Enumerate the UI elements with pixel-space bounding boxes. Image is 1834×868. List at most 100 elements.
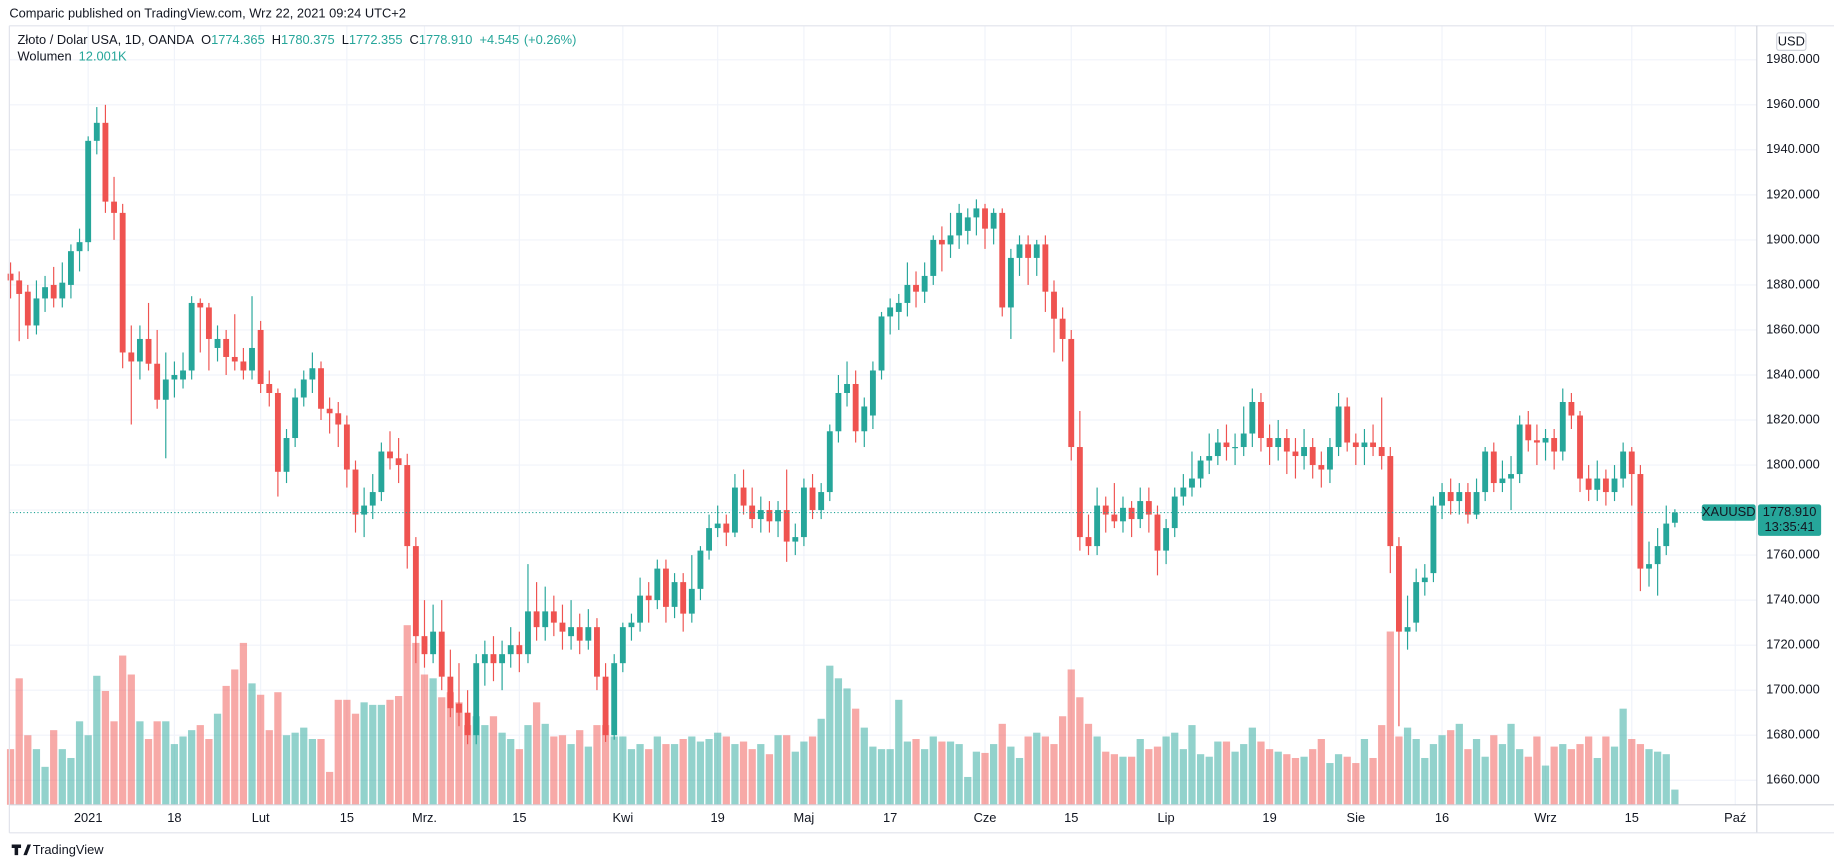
candle-body [930,239,937,276]
volume-bar [860,727,868,805]
candle-body [1145,501,1152,515]
candle-body [775,510,781,522]
candle-body [154,363,161,400]
volume-bar [300,727,308,805]
candle-body [1585,478,1592,490]
candle-body [697,550,704,589]
currency-box[interactable] [1776,32,1807,51]
candle-body [1163,528,1170,551]
volume-bar [653,736,661,805]
candle-body [1559,402,1566,452]
candle-body [352,469,359,515]
candle-body [136,338,143,362]
legend-prefix: O [201,32,211,47]
volume-bar [58,749,66,805]
candle-body [249,347,255,371]
volume-bar [6,749,15,805]
volume-bar [1007,746,1015,805]
volume-bar [274,692,282,805]
candle-body [671,582,678,607]
volume-bar [377,704,385,805]
volume-bar [955,744,963,805]
volume-bar [1248,727,1256,805]
volume-bar [360,702,368,805]
candle-body [111,201,117,213]
volume-bar [1628,739,1636,805]
x-tick-label: 15 [340,810,354,825]
volume-bar [1188,725,1196,805]
candle-body [1111,514,1118,522]
candle-body [1464,492,1471,515]
volume-bar [998,723,1006,805]
x-tick-label: Mrz. [412,810,437,825]
candle-body [1499,478,1506,484]
volume-bar [489,716,498,805]
volume-bar [1645,749,1653,805]
candle-body [1318,465,1325,470]
candle-body [33,298,40,326]
volume-bar [1533,736,1541,805]
candle-body [964,217,971,231]
candle-body [326,408,333,414]
symbol-tag [1701,504,1756,521]
candle-body [490,654,497,664]
candle-body [7,273,14,281]
candle-body [1387,456,1394,547]
currency[interactable]: USD [1778,34,1805,49]
candle-body [128,352,135,362]
x-tick-label: Wrz [1534,810,1557,825]
candle-body [1473,492,1480,515]
volume-bar [1472,739,1481,805]
candle-body [680,582,687,614]
candle-body [369,492,376,506]
volume-bar [1395,736,1403,805]
legend-change: +4.545 [479,32,519,47]
candle-body [861,406,868,432]
volume-bar [1352,763,1360,805]
volume-bar [386,699,394,805]
candle-body [1154,514,1161,551]
candle-body [654,568,661,601]
x-tick-label: Cze [974,810,997,825]
volume-bar [291,732,299,805]
candle-body [266,383,273,393]
candle-body [1068,338,1075,448]
volume-bar [688,736,696,805]
candle-body [663,568,669,607]
candle-body [1051,291,1057,319]
legend-value: 1780.375 [281,32,335,47]
ohlc-legend: Złoto / Dolar USA, 1D, OANDA O1774.365 H17… [18,32,577,47]
candle-body [818,492,825,511]
volume-bar [567,744,575,805]
candle-body [1361,442,1368,448]
volume-bar [817,718,825,805]
candle-body [438,631,445,677]
volume-name: Wolumen [18,49,72,64]
candle-body [938,239,945,245]
volume-bar [1507,723,1515,805]
candle-body [1197,460,1204,479]
candle-body [542,611,549,628]
candle-body [1611,478,1618,493]
volume-bar [722,736,730,805]
volume-bar [196,725,204,805]
x-tick-label: 15 [512,810,526,825]
candle-body [102,122,109,202]
countdown: 13:35:41 [1765,519,1815,534]
volume-bar [1334,754,1343,805]
y-tick-label: 1940.000 [1766,141,1820,156]
candle-body [783,510,790,542]
candle-body [619,627,626,664]
volume-bar [24,735,32,805]
volume-bar [75,721,84,805]
volume-bar [1119,756,1127,805]
x-tick-label: 16 [1435,810,1449,825]
volume-bar [1378,725,1386,805]
volume-bar [67,757,75,805]
volume-bar [783,735,791,805]
volume-bar [852,708,860,805]
volume-bar [619,736,627,805]
candle-body [1663,523,1670,547]
candle-body [1646,564,1652,569]
